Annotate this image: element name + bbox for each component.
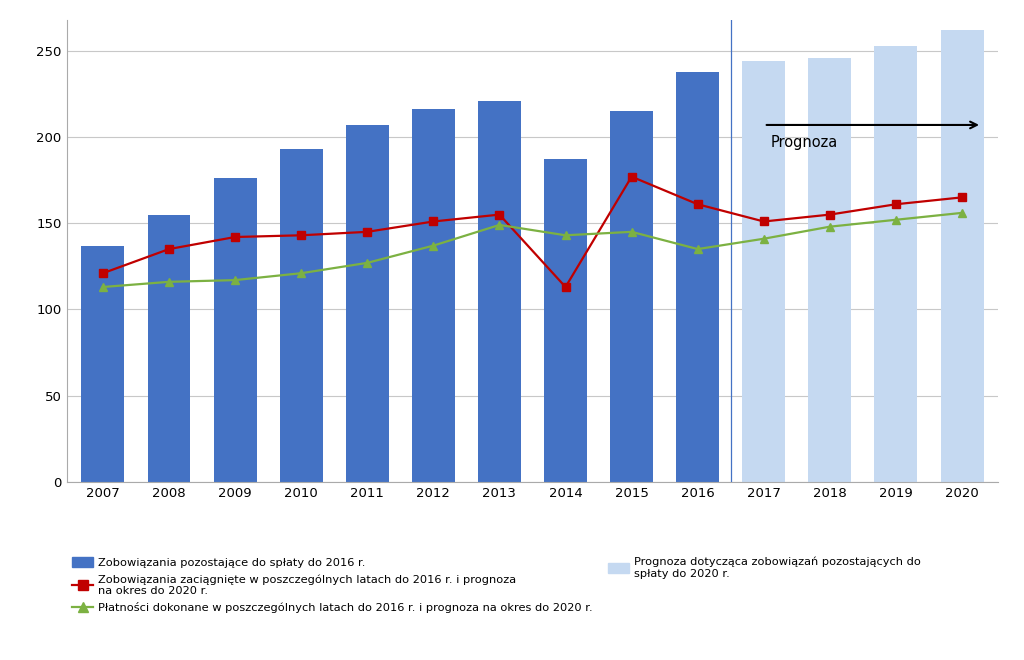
Bar [147, 214, 190, 482]
Bar [742, 61, 785, 482]
Bar [412, 110, 455, 482]
Bar [82, 246, 124, 482]
Bar [346, 125, 389, 482]
Bar [808, 57, 851, 482]
Bar [941, 30, 983, 482]
Bar [874, 46, 918, 482]
Bar [478, 101, 521, 482]
Legend: Prognoza dotycząca zobowiązań pozostających do
spłaty do 2020 r.: Prognoza dotycząca zobowiązań pozostając… [608, 557, 922, 579]
Bar [610, 111, 653, 482]
Bar [544, 160, 587, 482]
Bar [280, 149, 323, 482]
Text: Prognoza: Prognoza [770, 135, 838, 150]
Bar [676, 71, 719, 482]
Bar [214, 178, 257, 482]
